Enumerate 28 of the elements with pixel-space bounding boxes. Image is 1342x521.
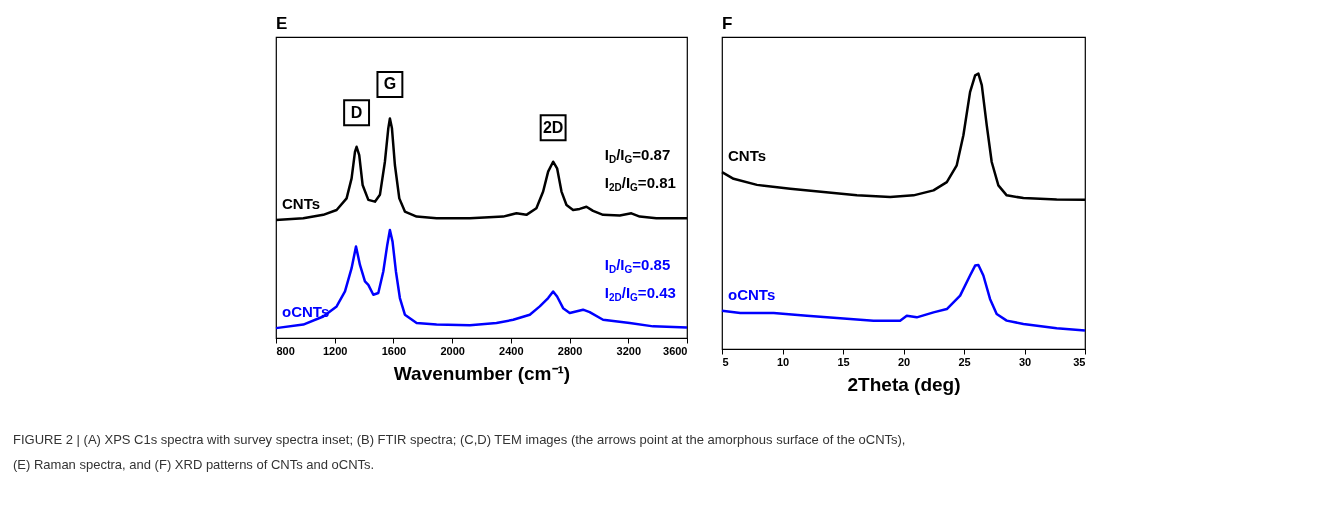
- series-label: oCNTs: [728, 285, 776, 303]
- series-label: oCNTs: [282, 303, 330, 321]
- text: (E) Raman spectra, and (F) XRD patterns of CNTs and oCNTs.: [13, 457, 375, 472]
- series-label: CNTs: [282, 194, 321, 212]
- x-tick-label: 2800: [557, 344, 583, 357]
- x-tick-label: 3600: [663, 344, 688, 357]
- caption: FIGURE 2 | (A) XPS C1s spectra with survey spectra inset; (B) FTIR spectra; (C,D) TEM images (the arrows point at the amorphous surface of the oCNTs),: [13, 432, 906, 447]
- x-tick-label: 2000: [440, 344, 465, 357]
- x-tick-label: 1600: [381, 344, 407, 357]
- annotation: D: [350, 103, 363, 121]
- chart-title: F: [722, 14, 733, 33]
- x-tick-label: 15: [837, 355, 850, 368]
- x-tick-label: 10: [776, 355, 790, 368]
- series-label: CNTs: [728, 147, 767, 165]
- x-tick-label: 3200: [616, 344, 642, 357]
- x-tick-label: 25: [958, 355, 971, 368]
- annotation: G: [383, 75, 397, 93]
- x-tick-label: 1200: [322, 344, 348, 357]
- x-tick-label: 5: [722, 355, 729, 368]
- x-axis-title: Wavenumber (cm⁻¹): [393, 362, 571, 384]
- x-axis-title: 2Theta (deg): [847, 373, 961, 395]
- x-tick-label: 2400: [499, 344, 524, 357]
- annotation: 2D: [542, 118, 564, 136]
- chart-title: E: [276, 14, 288, 33]
- x-tick-label: 35: [1073, 355, 1086, 368]
- x-tick-label: 30: [1018, 355, 1032, 368]
- x-tick-label: 800: [276, 344, 295, 357]
- x-tick-label: 20: [897, 355, 911, 368]
